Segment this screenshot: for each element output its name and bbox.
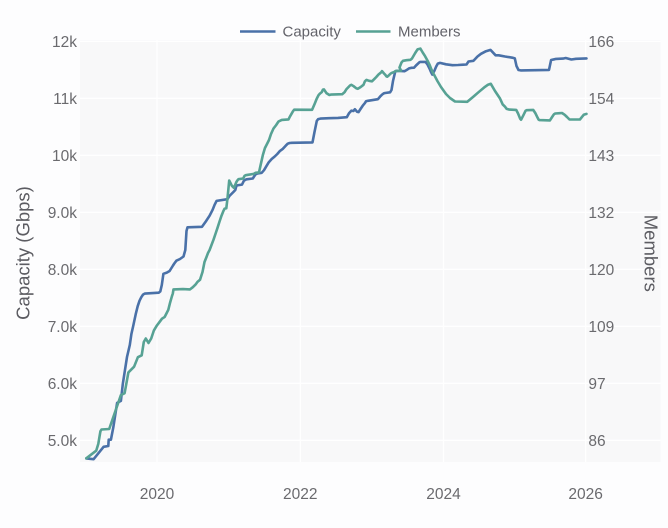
svg-text:8.0k: 8.0k [48, 262, 78, 279]
svg-text:154: 154 [588, 91, 614, 108]
svg-text:9.0k: 9.0k [48, 205, 78, 222]
svg-text:Capacity (Gbps): Capacity (Gbps) [13, 186, 34, 320]
svg-text:11k: 11k [53, 91, 77, 108]
svg-text:120: 120 [588, 262, 614, 279]
svg-text:86: 86 [588, 433, 605, 450]
svg-text:143: 143 [588, 148, 614, 165]
svg-text:7.0k: 7.0k [48, 319, 78, 336]
svg-text:12k: 12k [52, 34, 77, 51]
svg-text:2026: 2026 [568, 486, 602, 503]
svg-text:109: 109 [588, 319, 614, 336]
svg-text:2020: 2020 [140, 486, 175, 503]
svg-text:97: 97 [588, 376, 605, 393]
svg-text:2022: 2022 [283, 486, 317, 503]
svg-text:Capacity: Capacity [283, 24, 342, 41]
svg-text:132: 132 [588, 205, 614, 222]
svg-text:Members: Members [398, 24, 461, 41]
svg-text:10k: 10k [52, 148, 77, 165]
svg-text:6.0k: 6.0k [48, 376, 78, 393]
svg-text:5.0k: 5.0k [48, 433, 78, 450]
svg-text:Members: Members [641, 215, 662, 292]
svg-text:166: 166 [588, 34, 614, 51]
svg-text:2024: 2024 [426, 486, 461, 503]
